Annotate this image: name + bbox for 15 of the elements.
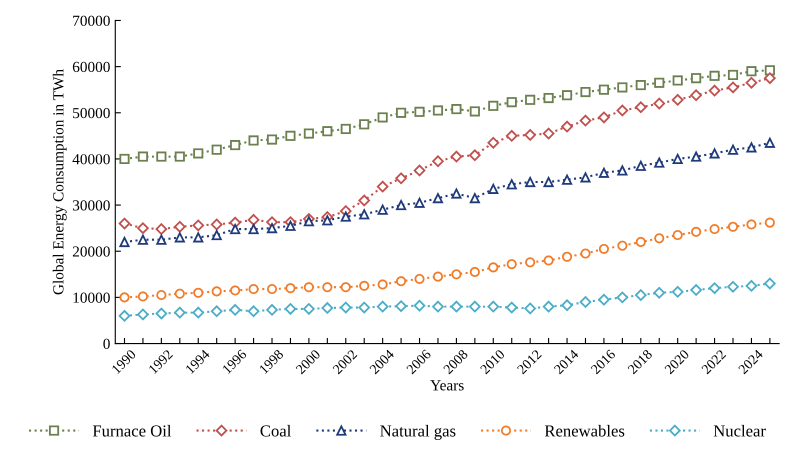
y-tick-label: 60000 [72,62,110,72]
legend-label: Coal [260,424,291,437]
legend-label: Nuclear [714,424,766,437]
legend-label: Renewables [544,424,624,437]
y-tick-label: 50000 [73,108,110,118]
y-tick-label: 0 [103,338,110,349]
y-tick-label: 40000 [72,154,110,164]
y-axis-title: Global Energy Consumption in TWh [52,69,67,294]
legend-label: Natural gas [380,424,456,440]
y-tick-label: 30000 [72,200,110,211]
y-tick-label: 10000 [74,292,110,303]
x-axis-title: Years [430,380,464,390]
legend-label: Furnace Oil [92,424,172,437]
y-tick-label: 70000 [73,16,110,26]
y-tick-label: 20000 [72,246,110,257]
